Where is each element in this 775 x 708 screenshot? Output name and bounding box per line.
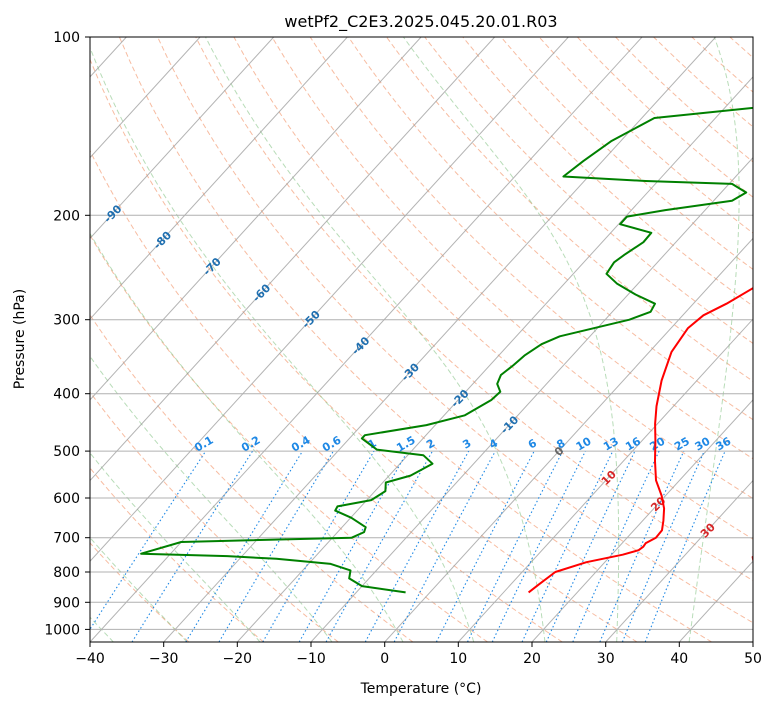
moist-adiabat: [402, 37, 620, 642]
sounding-line-1: [527, 286, 753, 594]
isotherm: [90, 37, 569, 562]
isotherm-label: 40: [748, 547, 768, 567]
dry-adiabat: [90, 58, 638, 642]
y-tick-label: 800: [53, 565, 80, 581]
y-tick-label: 700: [53, 531, 80, 547]
x-tick-label: 30: [597, 651, 615, 667]
isotherm: [90, 37, 275, 240]
mixing-ratio-line: [185, 450, 304, 642]
y-tick-label: 500: [53, 444, 80, 460]
x-axis: −40 −30 −20 −10 0 10 20 30 40 50: [75, 642, 762, 667]
moist-adiabat: [90, 232, 404, 642]
moist-adiabat: [90, 536, 188, 642]
dry-adiabat: [118, 37, 712, 642]
dry-adiabat: [90, 313, 414, 642]
y-axis: 100 200 300 400 500 600 700 800 900 1000: [44, 30, 90, 638]
isotherm: [90, 37, 496, 482]
x-tick-label: −20: [223, 651, 253, 667]
x-tick-label: 0: [380, 651, 389, 667]
dry-adiabat: [195, 37, 753, 582]
isotherm: [605, 479, 753, 642]
y-tick-label: 900: [53, 595, 80, 611]
x-tick-label: 40: [670, 651, 688, 667]
y-tick-label: 200: [53, 208, 80, 224]
mixing-ratio-line: [393, 450, 496, 642]
dry-adiabat: [424, 37, 753, 344]
isotherm: [90, 37, 201, 159]
isotherm: [531, 399, 753, 642]
mixing-ratio-line: [325, 450, 433, 642]
mixing-ratio-line: [572, 450, 660, 642]
x-tick-label: −30: [149, 651, 179, 667]
moist-adiabat: [90, 452, 261, 642]
isotherm: [90, 37, 348, 320]
isotherm: [310, 156, 753, 642]
isotherm: [236, 76, 753, 642]
mixing-ratio-line: [644, 450, 726, 642]
mixing-ratio-line: [364, 450, 470, 642]
y-tick-label: 1000: [44, 622, 80, 638]
moist-adiabat: [205, 37, 546, 642]
background-lines: [90, 37, 753, 642]
y-tick-label: 600: [53, 491, 80, 507]
y-axis-title: Pressure (hPa): [12, 289, 28, 389]
dry-adiabat: [309, 37, 753, 460]
isotherm: [90, 37, 422, 401]
y-tick-label: 300: [53, 313, 80, 329]
isotherm: [457, 318, 753, 642]
x-tick-label: −10: [296, 651, 326, 667]
y-tick-label: 400: [53, 387, 80, 403]
dry-adiabat: [386, 37, 753, 382]
x-tick-label: 10: [449, 651, 467, 667]
mixing-ratio-line: [467, 450, 564, 642]
dry-adiabat: [90, 149, 563, 642]
mixing-ratio-line: [599, 450, 685, 642]
y-tick-label: 100: [53, 30, 80, 46]
moist-adiabat: [688, 37, 740, 642]
x-tick-label: 50: [744, 651, 762, 667]
dry-adiabat: [271, 37, 753, 500]
x-axis-title: Temperature (°C): [360, 681, 482, 697]
mixing-ratio-line: [131, 450, 254, 642]
sounding-profiles: [140, 106, 753, 594]
mixing-ratio-line: [90, 450, 207, 631]
plot-frame: [89, 36, 754, 643]
x-tick-label: −40: [75, 651, 105, 667]
chart-title: wetPf2_C2E3.2025.045.20.01.R03: [284, 12, 557, 32]
mixing-ratio-line: [621, 450, 705, 642]
isotherm: [163, 37, 717, 642]
dry-adiabat: [157, 37, 753, 624]
sounding-line-2: [140, 106, 753, 594]
isotherm: [384, 237, 753, 642]
moist-adiabat: [90, 46, 475, 642]
x-tick-label: 20: [523, 651, 541, 667]
